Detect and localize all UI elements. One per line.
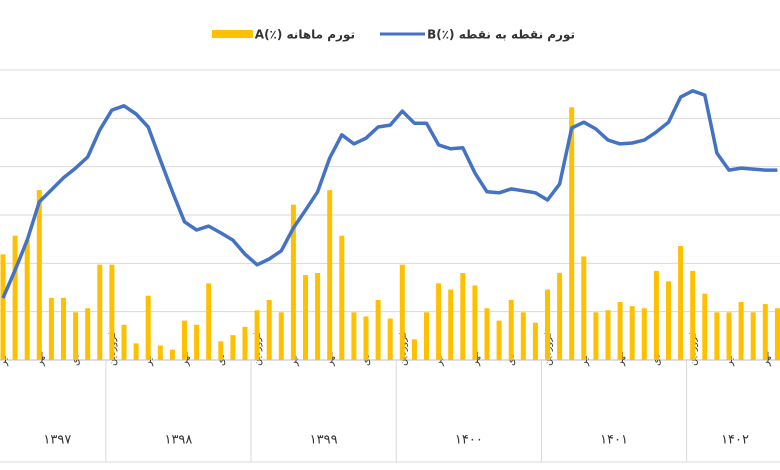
bar <box>169 349 175 360</box>
legend-label: تورم نقطه به نقطه (٪)B <box>427 28 575 43</box>
bar <box>617 302 623 360</box>
bar <box>24 239 30 360</box>
bar <box>133 343 139 360</box>
bar <box>593 312 599 360</box>
group-label: ۱۳۹۹ <box>310 433 338 448</box>
bar <box>145 295 151 360</box>
bar <box>726 312 732 360</box>
bar <box>484 308 490 360</box>
bar <box>327 190 333 360</box>
bar <box>182 320 187 360</box>
x-tick-label: تیر <box>288 354 299 367</box>
group-label: ۱۴۰۱ <box>600 433 628 448</box>
bar <box>690 270 696 360</box>
bar <box>557 273 563 360</box>
bar <box>351 312 357 360</box>
group-label: ۱۳۹۷ <box>43 433 71 448</box>
bar <box>774 308 780 360</box>
bar <box>496 320 502 360</box>
bar <box>36 190 42 360</box>
bar <box>230 335 236 360</box>
group-label: ۱۴۰۰ <box>455 433 483 448</box>
bar <box>436 283 442 360</box>
bar <box>109 264 115 360</box>
bar <box>290 204 296 360</box>
bar <box>653 270 659 360</box>
bar <box>266 299 272 360</box>
bar <box>218 341 224 360</box>
bar <box>0 254 6 360</box>
bar <box>750 312 756 360</box>
bar <box>532 322 538 360</box>
bar <box>411 339 417 360</box>
bar <box>194 324 200 360</box>
bar <box>666 281 671 360</box>
x-tick-label: تیر <box>579 354 590 367</box>
bar <box>569 107 575 361</box>
bar <box>61 297 66 360</box>
bar <box>278 312 284 360</box>
bar <box>73 312 79 360</box>
bar <box>48 297 54 360</box>
bar <box>97 264 103 360</box>
bar <box>520 312 526 360</box>
legend-swatch <box>212 30 253 38</box>
group-label: ۱۳۹۸ <box>164 433 192 448</box>
legend-label: تورم ماهانه (٪)A <box>255 28 355 43</box>
bar <box>448 289 454 360</box>
x-tick-label: تیر <box>434 354 445 367</box>
bar <box>206 283 212 360</box>
bar <box>339 235 345 360</box>
bar <box>641 308 647 360</box>
bar <box>399 264 405 360</box>
bar <box>738 302 744 360</box>
bar <box>508 299 514 360</box>
x-tick-label: تیر <box>724 354 735 367</box>
bar <box>545 289 550 360</box>
bar <box>157 345 163 360</box>
bar <box>363 316 369 360</box>
bar <box>242 326 248 360</box>
bar <box>85 308 91 360</box>
bar <box>375 299 381 360</box>
bar <box>121 324 127 360</box>
bar <box>315 273 321 360</box>
bar <box>387 318 393 360</box>
bar <box>472 285 478 360</box>
bar <box>714 312 720 360</box>
x-tick-label: تیر <box>143 354 154 367</box>
bar <box>629 306 635 360</box>
bar <box>581 256 587 360</box>
group-label: ۱۴۰۲ <box>721 433 749 448</box>
bar <box>12 235 18 360</box>
bar <box>678 246 684 360</box>
bar <box>702 293 708 360</box>
bar <box>762 304 768 360</box>
bar <box>424 312 429 360</box>
bar <box>460 273 466 360</box>
x-tick-label: تیر <box>0 354 9 367</box>
bar <box>254 310 260 360</box>
bar <box>605 310 611 360</box>
line <box>1 89 778 299</box>
bar <box>303 275 308 360</box>
